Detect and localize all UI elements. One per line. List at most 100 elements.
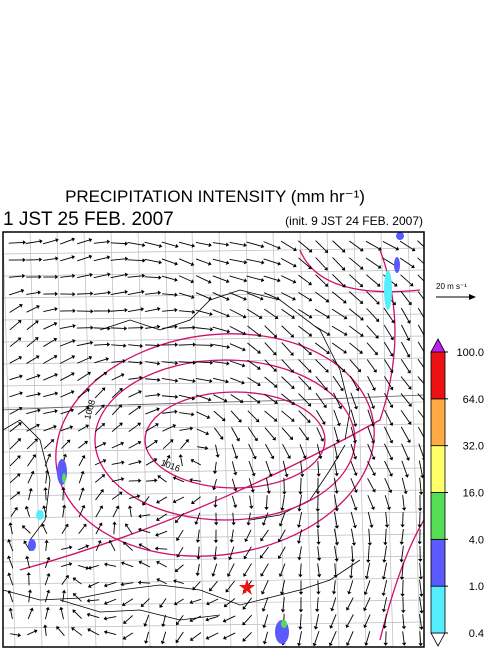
wind-arrow [215,444,219,455]
wind-arrow-head [331,591,337,595]
colorbar-label: 100.0 [456,347,484,359]
wind-arrow [110,542,116,552]
wind-arrow [299,444,306,457]
wind-arrow-head [345,624,350,628]
wind-arrow [366,562,371,577]
wind-arrow [215,495,217,505]
wind-arrow-head [191,294,195,300]
wind-arrow [93,241,108,244]
wind-arrow [419,631,422,644]
wind-arrow [73,628,83,636]
wind-arrow-head [39,239,43,244]
wind-arrow-head [401,610,406,614]
wind-arrow [9,290,22,296]
wind-arrow [214,546,217,558]
wind-arrow-head [169,439,174,443]
wind-arrow-head [54,391,59,396]
wind-arrow-head [53,337,58,342]
wind-arrow [298,529,303,542]
wind-arrow [127,308,142,312]
wind-arrow [264,614,269,626]
wind-arrow-head [191,243,196,248]
wind-arrow-head [225,279,230,284]
wind-arrow-head [189,600,194,605]
wind-arrow [9,592,14,603]
wind-arrow-head [192,378,196,384]
wind-arrow [195,258,209,265]
wind-arrow-head [156,407,160,412]
ref-vector-head [469,294,476,300]
wind-arrow [248,478,254,490]
wind-arrow [144,292,159,295]
wind-arrow [194,581,201,589]
wind-arrow-head [157,361,161,366]
wind-arrow-head [261,590,266,595]
wind-arrow [246,292,261,299]
wind-arrow-head [64,523,69,528]
wind-arrow [26,375,38,381]
wind-arrow-head [210,360,214,365]
grid-line [3,291,424,299]
wind-arrow [26,558,30,569]
wind-arrow-head [242,347,246,352]
grid-line [3,511,424,519]
wind-arrow-head [156,499,160,504]
wind-arrow-head [120,477,125,482]
wind-arrow-head [280,609,286,613]
wind-arrow [232,512,235,523]
wind-arrow [145,424,157,432]
wind-arrow-head [359,266,364,270]
wind-arrow [93,292,109,295]
wind-arrow [333,426,339,441]
wind-arrow-head [334,455,340,460]
wind-arrow-head [39,257,43,262]
wind-arrow [60,275,73,278]
wind-arrow-head [417,541,422,545]
wind-arrow [59,340,73,347]
wind-arrow [314,325,328,335]
wind-arrow [43,339,55,347]
wind-arrow-head [17,320,22,324]
wind-arrow [401,528,404,542]
wind-arrow-head [411,247,416,252]
wind-arrow-head [44,539,49,543]
wind-arrow-head [293,247,297,252]
wind-arrow-head [297,508,302,512]
wind-arrow [298,359,310,371]
wind-arrow [126,525,133,535]
wind-arrow [44,559,49,569]
wind-arrow [281,342,292,354]
wind-arrow-head [174,277,178,282]
wind-arrow-head [277,538,282,543]
wind-arrow [145,378,158,381]
wind-arrow [95,524,101,535]
wind-arrow-head [84,440,88,445]
wind-arrow [145,361,158,364]
grid-line [137,232,151,647]
wind-arrow [367,409,374,425]
wind-arrow-head [191,500,195,505]
wind-arrow-head [66,439,71,444]
wind-arrow-head [320,438,325,442]
wind-arrow [349,342,361,353]
wind-arrow-head [118,404,123,409]
grid-line [110,232,124,647]
wind-arrow [401,562,404,577]
wind-arrow [111,462,122,465]
wind-arrow-head [157,290,162,295]
wind-arrow-head [37,391,41,397]
wind-arrow-head [103,630,108,635]
wind-arrow [400,426,410,441]
wind-arrow [178,310,193,313]
wind-arrow-head [85,544,90,549]
colorbar-segment [430,445,446,493]
wind-arrow [384,614,387,626]
wind-arrow-head [383,542,388,546]
wind-arrow-head [308,248,313,253]
wind-arrow [384,426,392,442]
wind-arrow-head [425,370,429,374]
wind-arrow-head [323,386,328,391]
wind-arrow [401,460,408,476]
wind-arrow [228,563,235,575]
wind-arrow-head [82,523,87,528]
